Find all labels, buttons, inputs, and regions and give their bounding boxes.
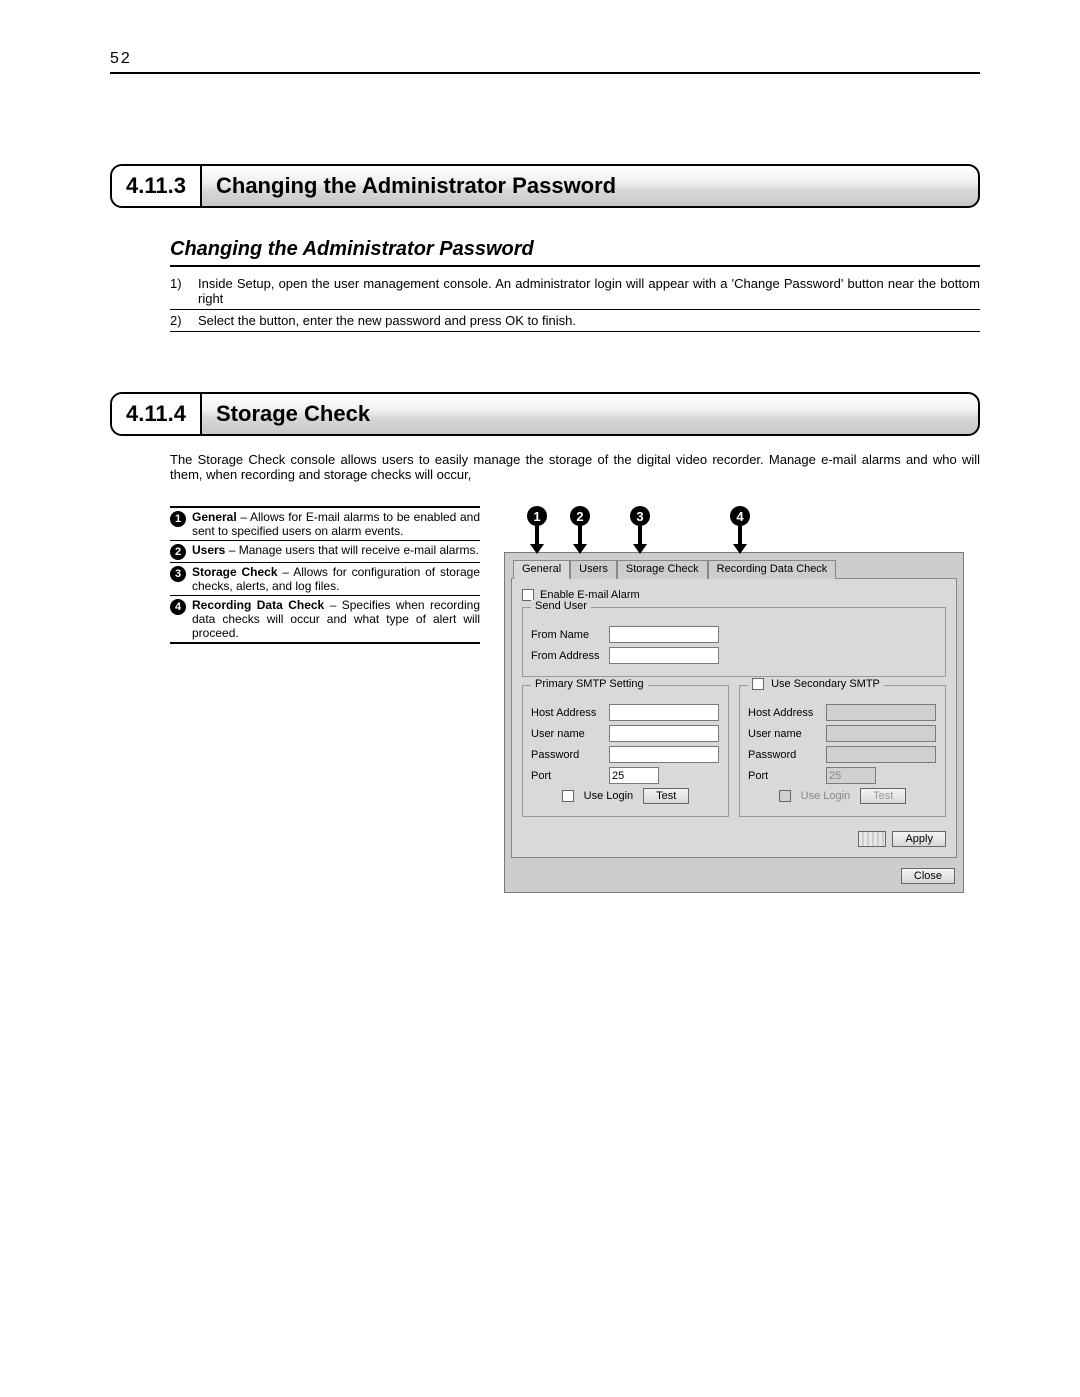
section-intro: The Storage Check console allows users t…	[170, 452, 980, 482]
primary-password-input[interactable]	[609, 746, 719, 763]
use-login-label: Use Login	[584, 790, 634, 802]
badge-icon: 2	[170, 544, 186, 560]
port-label: Port	[748, 770, 820, 782]
section-title: Storage Check	[202, 394, 978, 434]
keyboard-icon[interactable]	[858, 831, 886, 847]
list-item: 2 Users – Manage users that will receive…	[170, 541, 480, 563]
secondary-smtp-group: Use Secondary SMTP Host Address User nam…	[739, 685, 946, 817]
document-page: 52 4.11.3 Changing the Administrator Pas…	[0, 0, 1080, 1013]
badge-icon: 2	[570, 506, 590, 526]
list-item: 1 General – Allows for E-mail alarms to …	[170, 508, 480, 541]
user-label: User name	[531, 728, 603, 740]
from-address-label: From Address	[531, 650, 603, 662]
badge-icon: 4	[170, 599, 186, 615]
tab-general[interactable]: General	[513, 560, 570, 579]
primary-port-input[interactable]: 25	[609, 767, 659, 784]
step-number: 2)	[170, 313, 198, 328]
list-item: 3 Storage Check – Allows for configurati…	[170, 563, 480, 596]
host-label: Host Address	[531, 707, 603, 719]
list-item: 4 Recording Data Check – Specifies when …	[170, 596, 480, 642]
tabstrip: General Users Storage Check Recording Da…	[511, 559, 957, 579]
from-name-label: From Name	[531, 629, 603, 641]
use-secondary-label: Use Secondary SMTP	[771, 678, 880, 690]
primary-smtp-group: Primary SMTP Setting Host Address User n…	[522, 685, 729, 817]
badge-icon: 1	[527, 506, 547, 526]
steps-list: 1) Inside Setup, open the user managemen…	[170, 273, 980, 332]
send-user-group: Send User From Name From Address	[522, 607, 946, 677]
step-text: Inside Setup, open the user management c…	[198, 276, 980, 306]
desc-text: Storage Check – Allows for configuration…	[192, 565, 480, 593]
tab-storage-check[interactable]: Storage Check	[617, 560, 708, 579]
step-row: 1) Inside Setup, open the user managemen…	[170, 273, 980, 310]
from-name-input[interactable]	[609, 626, 719, 643]
secondary-use-login-checkbox[interactable]	[779, 790, 791, 802]
badge-icon: 3	[170, 566, 186, 582]
callout-3: 3	[600, 506, 680, 554]
primary-smtp-legend: Primary SMTP Setting	[531, 678, 648, 690]
secondary-password-input[interactable]	[826, 746, 936, 763]
section-header-4113: 4.11.3 Changing the Administrator Passwo…	[110, 164, 980, 208]
port-label: Port	[531, 770, 603, 782]
smtp-row: Primary SMTP Setting Host Address User n…	[522, 685, 946, 825]
storage-check-dialog: General Users Storage Check Recording Da…	[504, 552, 964, 893]
desc-text: Users – Manage users that will receive e…	[192, 543, 480, 557]
dialog-footer: Close	[511, 868, 957, 884]
content-columns: 1 General – Allows for E-mail alarms to …	[170, 506, 980, 893]
callout-4: 4	[690, 506, 790, 554]
page-number: 52	[110, 50, 980, 74]
apply-button[interactable]: Apply	[892, 831, 946, 847]
panel-footer: Apply	[522, 831, 946, 847]
primary-user-input[interactable]	[609, 725, 719, 742]
desc-text: General – Allows for E-mail alarms to be…	[192, 510, 480, 538]
host-label: Host Address	[748, 707, 820, 719]
badge-icon: 4	[730, 506, 750, 526]
primary-use-login-checkbox[interactable]	[562, 790, 574, 802]
secondary-port-input[interactable]: 25	[826, 767, 876, 784]
step-text: Select the button, enter the new passwor…	[198, 313, 980, 328]
tab-panel-general: Enable E-mail Alarm Send User From Name …	[511, 579, 957, 858]
secondary-test-button[interactable]: Test	[860, 788, 906, 804]
send-user-legend: Send User	[531, 600, 591, 612]
callout-2: 2	[560, 506, 600, 554]
badge-icon: 3	[630, 506, 650, 526]
description-list: 1 General – Allows for E-mail alarms to …	[170, 506, 480, 644]
callout-arrows: 1 2 3 4	[504, 506, 980, 554]
primary-host-input[interactable]	[609, 704, 719, 721]
password-label: Password	[748, 749, 820, 761]
from-address-input[interactable]	[609, 647, 719, 664]
section-number: 4.11.4	[112, 394, 202, 434]
password-label: Password	[531, 749, 603, 761]
use-secondary-checkbox[interactable]	[752, 678, 764, 690]
secondary-user-input[interactable]	[826, 725, 936, 742]
callout-1: 1	[514, 506, 560, 554]
badge-icon: 1	[170, 511, 186, 527]
section-number: 4.11.3	[112, 166, 202, 206]
section-header-4114: 4.11.4 Storage Check	[110, 392, 980, 436]
screenshot-column: 1 2 3 4 General Use	[504, 506, 980, 893]
step-number: 1)	[170, 276, 198, 291]
secondary-host-input[interactable]	[826, 704, 936, 721]
close-button[interactable]: Close	[901, 868, 955, 884]
section-title: Changing the Administrator Password	[202, 166, 978, 206]
user-label: User name	[748, 728, 820, 740]
tab-users[interactable]: Users	[570, 560, 617, 579]
step-row: 2) Select the button, enter the new pass…	[170, 310, 980, 332]
secondary-smtp-legend: Use Secondary SMTP	[748, 678, 884, 690]
desc-text: Recording Data Check – Specifies when re…	[192, 598, 480, 640]
use-login-label: Use Login	[801, 790, 851, 802]
primary-test-button[interactable]: Test	[643, 788, 689, 804]
tab-rec-data-check[interactable]: Recording Data Check	[708, 560, 837, 579]
subheading: Changing the Administrator Password	[170, 238, 980, 267]
